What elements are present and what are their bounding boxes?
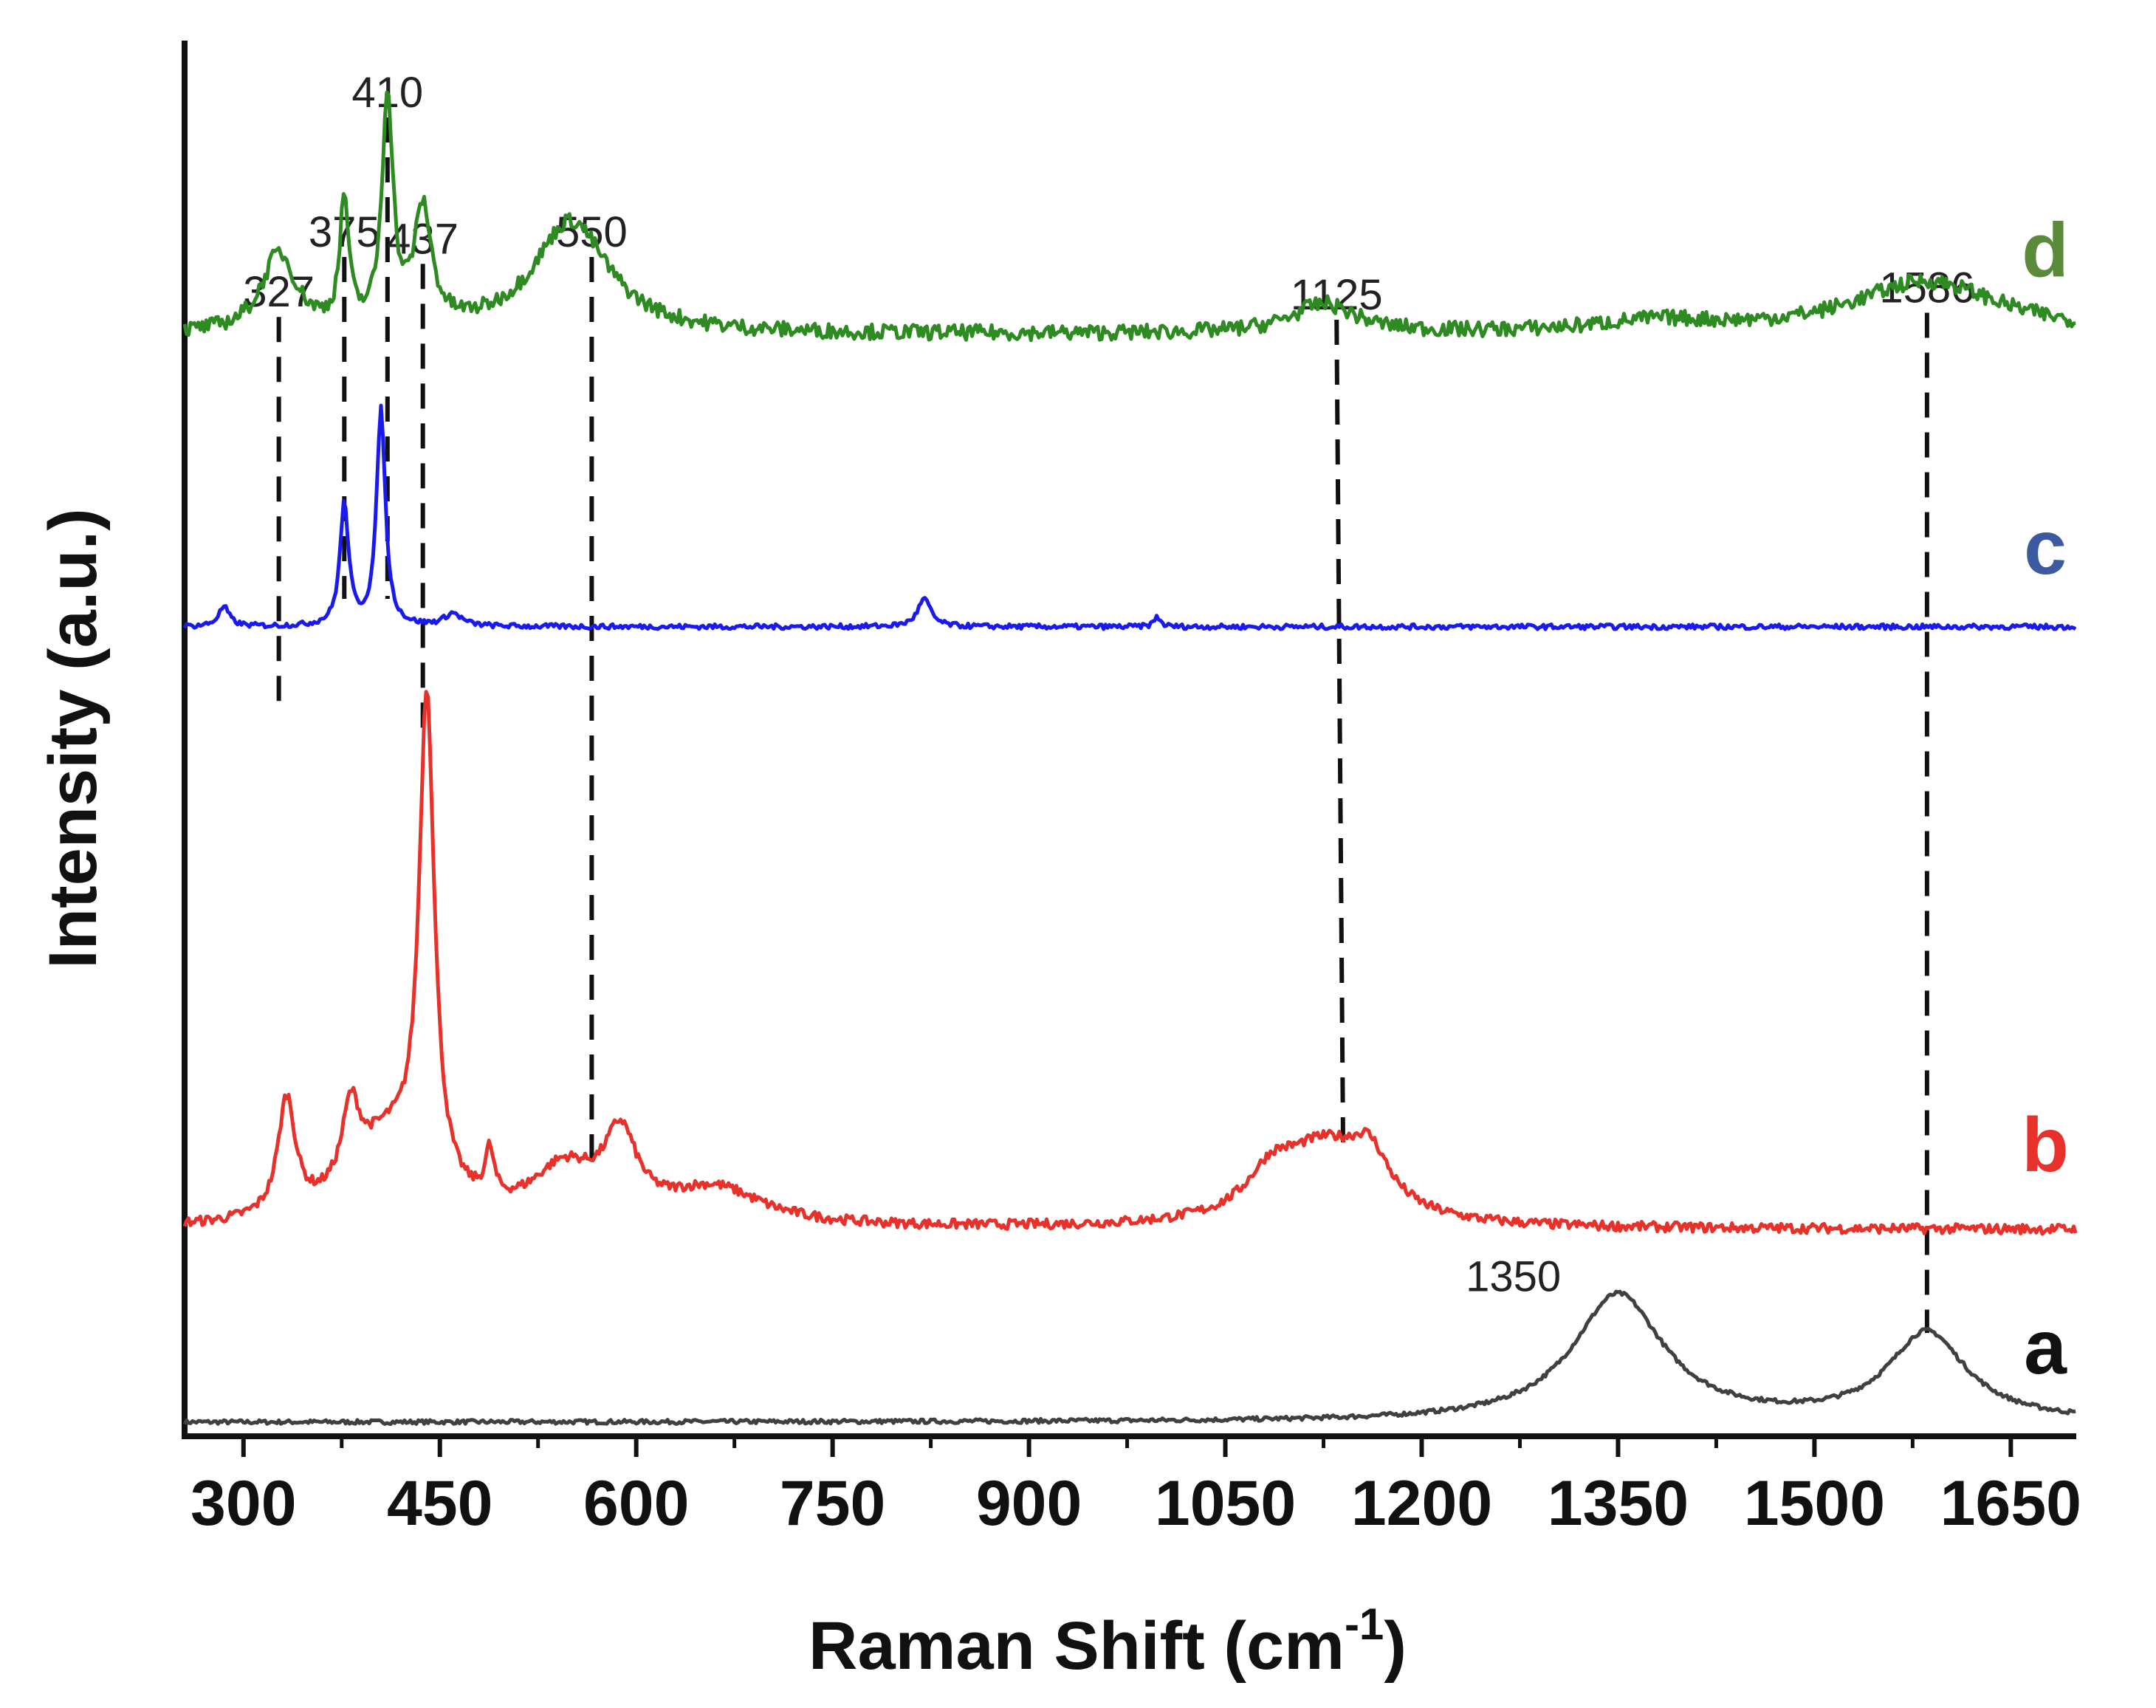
- series-labels: a b c d: [2022, 208, 2069, 1390]
- y-axis-title: Intensity (a.u.): [35, 508, 111, 969]
- spectra-series: [182, 90, 2078, 1426]
- x-tick-label: 300: [190, 1468, 297, 1539]
- x-axis-title-main: Raman Shift (cm: [808, 1608, 1345, 1684]
- peak-label: 375: [309, 208, 380, 256]
- x-tick-label: 1350: [1548, 1468, 1689, 1539]
- series-label-b: b: [2022, 1102, 2069, 1188]
- x-axis-title-superscript: -1: [1345, 1599, 1384, 1649]
- x-tick-label: 450: [387, 1468, 493, 1539]
- x-axis-title-close: ): [1384, 1608, 1407, 1684]
- x-tick-label: 750: [780, 1468, 886, 1539]
- x-tick-label: 1650: [1940, 1468, 2081, 1539]
- x-tick-label: 1050: [1155, 1468, 1296, 1539]
- x-tick-label: 1500: [1744, 1468, 1885, 1539]
- x-axis-ticks: 300 450 600 750 900 1050 1200 1350 1500 1650: [190, 1436, 2081, 1539]
- series-line-d: [182, 90, 2076, 343]
- x-axis-title: Raman Shift (cm-1): [808, 1599, 1407, 1684]
- series-line-c: [182, 403, 2077, 631]
- series-label-c: c: [2024, 505, 2067, 591]
- peak-marker-line: [1334, 319, 1346, 1150]
- peak-annotation: 1350: [1466, 1252, 1561, 1300]
- series-line-b: [182, 690, 2078, 1236]
- x-tick-label: 1200: [1351, 1468, 1492, 1539]
- series-line-a: [182, 1289, 2076, 1426]
- series-label-d: d: [2022, 208, 2069, 293]
- x-tick-label: 900: [976, 1468, 1082, 1539]
- x-tick-label: 600: [583, 1468, 690, 1539]
- series-label-a: a: [2024, 1305, 2067, 1390]
